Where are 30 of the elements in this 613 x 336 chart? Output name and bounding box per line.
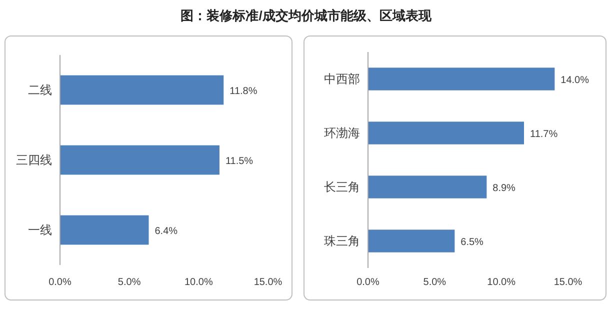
x-tick-label: 5.0%	[423, 277, 446, 288]
bar	[368, 122, 524, 144]
data-label: 11.7%	[530, 129, 558, 140]
bar	[60, 75, 224, 105]
data-label: 8.9%	[492, 183, 516, 194]
text: 图：装修标准/成交均价城市能级、区域表现	[180, 8, 432, 23]
y-tick-label: 一线	[28, 223, 52, 237]
y-tick-label: 中西部	[324, 72, 360, 86]
x-tick-label: 5.0%	[118, 277, 141, 288]
bar	[368, 68, 555, 90]
data-label: 11.8%	[230, 86, 258, 97]
bar	[368, 230, 455, 252]
bar	[60, 145, 220, 175]
data-label: 6.5%	[460, 237, 484, 248]
data-label: 11.5%	[225, 156, 254, 167]
x-tick-label: 15.0%	[554, 277, 582, 288]
y-tick-label: 长三角	[324, 180, 360, 194]
y-tick-label: 珠三角	[324, 234, 360, 248]
x-tick-label: 0.0%	[48, 277, 72, 288]
data-label: 6.4%	[154, 226, 178, 237]
y-tick-label: 二线	[28, 83, 52, 97]
bar	[60, 215, 149, 245]
y-tick-label: 三四线	[16, 153, 52, 167]
x-tick-label: 15.0%	[254, 277, 282, 288]
x-tick-label: 0.0%	[356, 277, 380, 288]
bar	[368, 176, 487, 198]
x-tick-label: 10.0%	[487, 277, 516, 288]
x-tick-label: 10.0%	[184, 277, 213, 288]
data-label: 14.0%	[560, 75, 590, 86]
y-tick-label: 环渤海	[324, 126, 360, 140]
